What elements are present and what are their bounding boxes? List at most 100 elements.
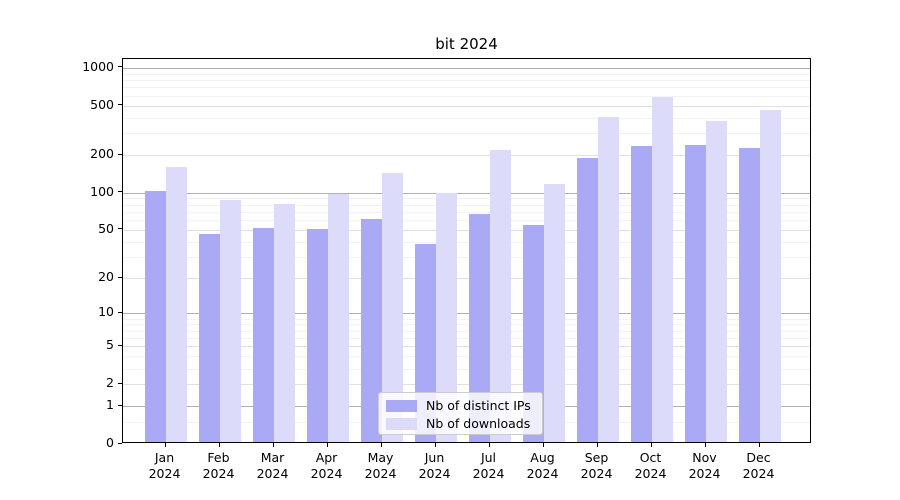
x-tick-label-feb: Feb 2024: [202, 450, 235, 481]
x-tick-mark-may: [380, 443, 382, 447]
x-tick-mark-nov: [704, 443, 706, 447]
x-tick-mark-dec: [758, 443, 760, 447]
gridline-10: [123, 313, 810, 315]
bar-ips-apr: [306, 229, 328, 442]
y-tick-label-50: 50: [98, 220, 114, 236]
gridline-5: [123, 346, 810, 348]
y-tick-label-20: 20: [98, 269, 114, 285]
y-tick-mark-50: [118, 228, 122, 230]
gridline-2: [123, 384, 810, 386]
chart-title: bit 2024: [435, 35, 498, 53]
x-tick-label-oct: Oct 2024: [634, 450, 667, 481]
x-tick-label-dec: Dec 2024: [742, 450, 775, 481]
gridline-minor: [123, 324, 810, 326]
x-tick-mark-mar: [272, 443, 274, 447]
x-tick-label-may: May 2024: [364, 450, 397, 481]
gridline-500: [123, 105, 810, 107]
bar-downloads-dec: [759, 109, 781, 442]
x-tick-mark-oct: [650, 443, 652, 447]
x-tick-mark-jan: [164, 443, 166, 447]
gridline-minor: [123, 87, 810, 89]
y-tick-label-1000: 1000: [82, 58, 114, 74]
gridline-minor: [123, 73, 810, 75]
bar-ips-feb: [198, 233, 220, 442]
bar-ips-nov: [684, 145, 706, 442]
gridline-100: [123, 192, 810, 194]
bar-ips-mar: [252, 228, 274, 442]
bar-ips-may: [360, 219, 382, 442]
bar-ips-aug: [522, 224, 544, 442]
bar-downloads-jun: [435, 193, 457, 442]
bar-downloads-sep: [597, 117, 619, 442]
y-tick-label-200: 200: [90, 146, 114, 162]
y-tick-mark-0: [118, 442, 122, 444]
bar-downloads-jul: [489, 150, 511, 442]
gridline-minor: [123, 133, 810, 135]
gridline-minor: [123, 198, 810, 200]
bar-downloads-may: [381, 172, 403, 442]
y-tick-mark-1: [118, 404, 122, 406]
bar-ips-dec: [738, 148, 760, 442]
y-tick-label-2: 2: [106, 375, 114, 391]
gridline-minor: [123, 368, 810, 370]
plot-area: [122, 58, 811, 443]
x-tick-mark-aug: [542, 443, 544, 447]
legend-label-distinct-ips: Nb of distinct IPs: [426, 398, 531, 413]
bar-downloads-mar: [273, 204, 295, 442]
y-tick-mark-200: [118, 153, 122, 155]
y-tick-mark-1000: [118, 66, 122, 68]
x-tick-mark-apr: [326, 443, 328, 447]
y-tick-label-100: 100: [90, 183, 114, 199]
y-tick-mark-2: [118, 382, 122, 384]
x-tick-label-sep: Sep 2024: [580, 450, 613, 481]
bar-downloads-apr: [327, 193, 349, 442]
gridline-minor: [123, 356, 810, 358]
gridline-minor: [123, 80, 810, 82]
legend-label-downloads: Nb of downloads: [426, 416, 531, 431]
y-tick-mark-500: [118, 104, 122, 106]
bar-downloads-feb: [219, 199, 241, 442]
gridline-200: [123, 155, 810, 157]
y-tick-mark-100: [118, 191, 122, 193]
x-tick-label-jul: Jul 2024: [472, 450, 505, 481]
gridline-minor: [123, 117, 810, 119]
x-tick-label-jan: Jan 2024: [148, 450, 181, 481]
x-tick-label-apr: Apr 2024: [310, 450, 343, 481]
gridline-minor: [123, 204, 810, 206]
bar-downloads-aug: [543, 183, 565, 442]
y-tick-mark-10: [118, 311, 122, 313]
y-tick-mark-5: [118, 344, 122, 346]
gridline-minor: [123, 220, 810, 222]
gridline-minor: [123, 257, 810, 259]
x-tick-mark-jul: [488, 443, 490, 447]
gridline-minor: [123, 338, 810, 340]
y-tick-label-0: 0: [106, 435, 114, 450]
legend: Nb of distinct IPs Nb of downloads: [378, 392, 543, 435]
x-tick-mark-jun: [434, 443, 436, 447]
gridline-20: [123, 278, 810, 280]
x-tick-label-mar: Mar 2024: [256, 450, 289, 481]
y-tick-label-1: 1: [106, 397, 114, 413]
x-tick-mark-feb: [218, 443, 220, 447]
y-tick-label-500: 500: [90, 96, 114, 112]
bar-downloads-jan: [165, 166, 187, 442]
y-tick-label-5: 5: [106, 337, 114, 353]
legend-swatch-downloads: [386, 418, 417, 430]
bar-ips-jul: [468, 213, 490, 442]
gridline-minor: [123, 330, 810, 332]
gridline-minor: [123, 95, 810, 97]
legend-swatch-distinct-ips: [386, 400, 417, 412]
gridline-50: [123, 229, 810, 231]
bar-downloads-oct: [651, 97, 673, 442]
gridline-minor: [123, 211, 810, 213]
gridline-minor: [123, 318, 810, 320]
x-tick-label-nov: Nov 2024: [688, 450, 721, 481]
x-tick-label-aug: Aug 2024: [526, 450, 559, 481]
bar-ips-jan: [144, 190, 166, 442]
x-tick-label-jun: Jun 2024: [418, 450, 451, 481]
y-tick-label-10: 10: [98, 304, 114, 320]
gridline-minor: [123, 241, 810, 243]
x-tick-mark-sep: [596, 443, 598, 447]
bar-ips-sep: [576, 158, 598, 442]
